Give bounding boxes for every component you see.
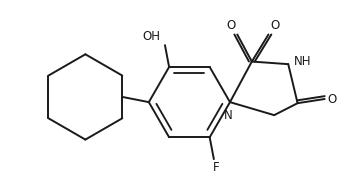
Text: O: O — [328, 93, 337, 105]
Text: OH: OH — [143, 30, 161, 43]
Text: O: O — [226, 19, 235, 32]
Text: NH: NH — [294, 55, 311, 68]
Text: F: F — [213, 161, 220, 174]
Text: O: O — [271, 19, 280, 32]
Text: N: N — [224, 109, 233, 122]
